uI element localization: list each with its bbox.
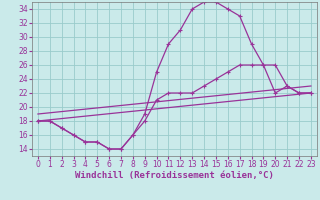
X-axis label: Windchill (Refroidissement éolien,°C): Windchill (Refroidissement éolien,°C) [75, 171, 274, 180]
